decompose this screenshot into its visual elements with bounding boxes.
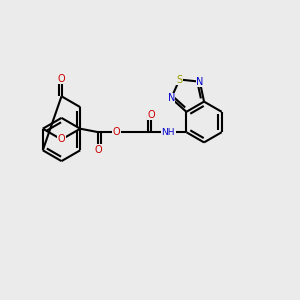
Text: O: O bbox=[95, 145, 102, 154]
Text: N: N bbox=[167, 93, 175, 103]
Text: NH: NH bbox=[162, 128, 175, 137]
Text: O: O bbox=[147, 110, 155, 120]
Text: O: O bbox=[58, 74, 65, 84]
Text: O: O bbox=[113, 127, 120, 137]
Text: O: O bbox=[58, 134, 65, 145]
Text: N: N bbox=[196, 77, 203, 87]
Text: S: S bbox=[176, 74, 183, 85]
